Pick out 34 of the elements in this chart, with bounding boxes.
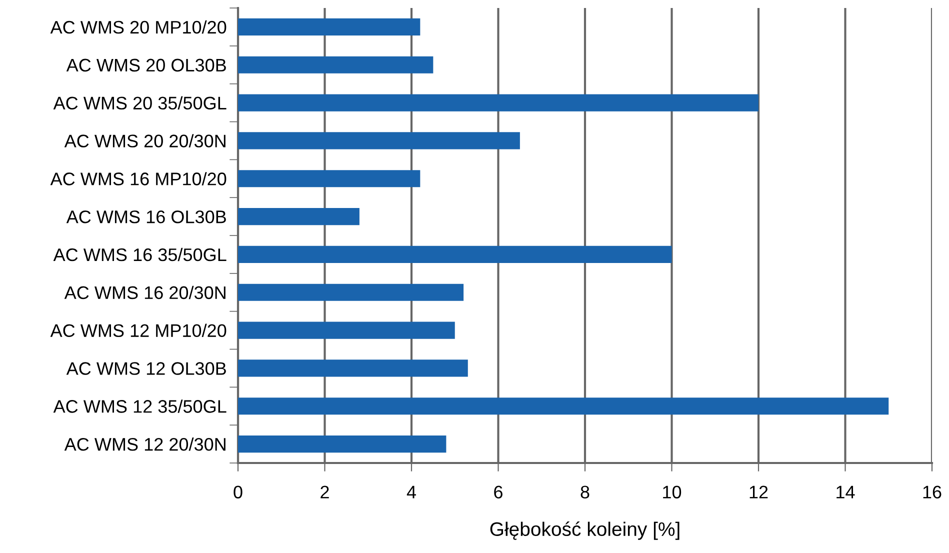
y-tick-label: AC WMS 20 OL30B bbox=[66, 58, 226, 72]
y-tick-label: AC WMS 12 20/30N bbox=[64, 438, 226, 451]
y-tick-label: AC WMS 20 20/30N bbox=[64, 134, 226, 148]
x-tick-label: 4 bbox=[406, 486, 416, 498]
bar bbox=[238, 360, 468, 377]
x-tick-label: 0 bbox=[234, 486, 242, 498]
x-tick-label: 14 bbox=[836, 486, 855, 498]
bar bbox=[238, 284, 464, 301]
bar bbox=[238, 56, 434, 74]
x-tick-label: 16 bbox=[923, 486, 942, 498]
x-tick-label: 12 bbox=[750, 486, 768, 498]
bar bbox=[238, 246, 672, 263]
y-tick-label: AC WMS 16 OL30B bbox=[66, 210, 226, 224]
bar bbox=[238, 436, 446, 453]
x-tick-label: 6 bbox=[494, 486, 502, 498]
bar bbox=[238, 398, 889, 415]
x-tick-label: 8 bbox=[580, 486, 590, 498]
y-tick-label: AC WMS 16 35/50GL bbox=[53, 248, 226, 262]
y-tick-label: AC WMS 12 MP10/20 bbox=[50, 324, 226, 338]
x-axis-title: Głębokość koleiny [%] bbox=[490, 522, 680, 540]
y-tick-label: AC WMS 12 35/50GL bbox=[53, 400, 226, 413]
bar bbox=[238, 170, 420, 188]
y-tick-label: AC WMS 16 20/30N bbox=[64, 286, 226, 300]
y-tick-label: AC WMS 20 35/50GL bbox=[53, 96, 226, 110]
y-tick-label: AC WMS 16 MP10/20 bbox=[50, 172, 226, 186]
y-tick-label: AC WMS 20 MP10/20 bbox=[50, 20, 226, 34]
x-tick-label: 2 bbox=[320, 486, 329, 498]
bar bbox=[238, 208, 360, 226]
y-tick-label: AC WMS 12 OL30B bbox=[66, 362, 226, 375]
x-tick-label: 10 bbox=[663, 486, 682, 498]
bar bbox=[238, 18, 420, 36]
bar bbox=[238, 132, 520, 150]
bar bbox=[238, 322, 455, 339]
bar bbox=[238, 94, 758, 112]
